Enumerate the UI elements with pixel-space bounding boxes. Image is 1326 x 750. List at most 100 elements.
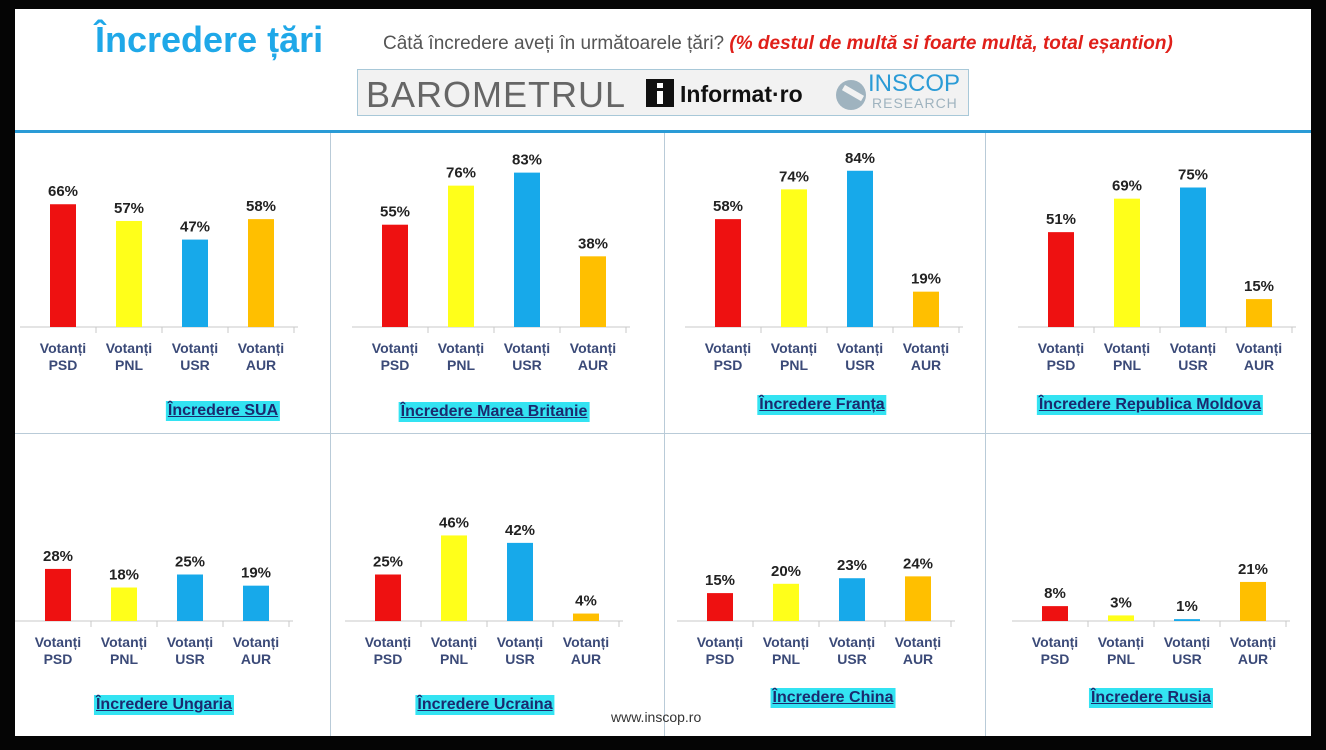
category-label: Votanți bbox=[837, 340, 883, 356]
bar bbox=[45, 568, 71, 621]
category-label: PSD bbox=[49, 357, 78, 373]
data-label: 51% bbox=[1046, 211, 1076, 228]
chart-title: Încredere Republica Moldova bbox=[1036, 395, 1264, 415]
category-label: AUR bbox=[241, 651, 271, 667]
category-label: Votanți bbox=[497, 634, 543, 650]
category-label: Votanți bbox=[106, 340, 152, 356]
data-label: 18% bbox=[109, 567, 139, 584]
column-divider bbox=[664, 133, 665, 736]
bar bbox=[1174, 619, 1200, 621]
category-label: PNL bbox=[772, 651, 800, 667]
bar bbox=[375, 574, 401, 621]
chart-title: Încredere Rusia bbox=[1088, 688, 1214, 708]
bar bbox=[913, 291, 939, 327]
category-label: Votanți bbox=[570, 340, 616, 356]
category-label: PNL bbox=[1113, 357, 1141, 373]
category-label: Votanți bbox=[1164, 634, 1210, 650]
bar bbox=[382, 224, 408, 327]
data-label: 15% bbox=[1244, 278, 1274, 295]
data-label: 15% bbox=[705, 572, 735, 589]
bar bbox=[580, 256, 606, 327]
column-divider bbox=[330, 133, 331, 736]
category-label: AUR bbox=[571, 651, 601, 667]
column-divider bbox=[985, 133, 986, 736]
bar bbox=[448, 185, 474, 327]
category-label: PNL bbox=[1107, 651, 1135, 667]
data-label: 24% bbox=[903, 555, 933, 572]
category-label: Votanți bbox=[563, 634, 609, 650]
data-label: 83% bbox=[512, 152, 542, 169]
category-label: USR bbox=[175, 651, 205, 667]
category-label: Votanți bbox=[35, 634, 81, 650]
category-label: Votanți bbox=[771, 340, 817, 356]
bar bbox=[243, 585, 269, 621]
chart-title: Încredere Ungaria bbox=[93, 695, 235, 715]
data-label: 1% bbox=[1176, 598, 1198, 615]
category-label: Votanți bbox=[172, 340, 218, 356]
bar-chart-2: 55%VotanțiPSD76%VotanțiPNL83%VotanțiUSR3… bbox=[352, 152, 630, 373]
category-label: Votanți bbox=[1170, 340, 1216, 356]
bar bbox=[839, 578, 865, 621]
category-label: Votanți bbox=[829, 634, 875, 650]
category-label: Votanți bbox=[372, 340, 418, 356]
category-label: USR bbox=[1178, 357, 1208, 373]
category-label: Votanți bbox=[1236, 340, 1282, 356]
chart-title: Încredere China bbox=[770, 688, 896, 708]
category-label: Votanți bbox=[763, 634, 809, 650]
category-label: Votanți bbox=[903, 340, 949, 356]
bar-chart-8: 8%VotanțiPSD3%VotanțiPNL1%VotanțiUSR21%V… bbox=[1012, 561, 1290, 667]
data-label: 75% bbox=[1178, 167, 1208, 184]
chart-title: Încredere Marea Britanie bbox=[398, 402, 590, 422]
page-title: Încredere țări bbox=[95, 19, 324, 60]
category-label: PSD bbox=[374, 651, 403, 667]
bar bbox=[507, 542, 533, 621]
question-label: Câtă încredere aveți în următoarele țări… bbox=[383, 33, 725, 54]
bar bbox=[50, 204, 76, 327]
bar-chart-4: 51%VotanțiPSD69%VotanțiPNL75%VotanțiUSR1… bbox=[1018, 167, 1296, 373]
data-label: 25% bbox=[373, 554, 403, 571]
bar-chart-5: 28%VotanțiPSD18%VotanțiPNL25%VotanțiUSR1… bbox=[15, 548, 293, 667]
category-label: USR bbox=[505, 651, 535, 667]
category-label: PSD bbox=[706, 651, 735, 667]
question-note: (% destul de multă si foarte multă, tota… bbox=[729, 33, 1173, 54]
bar bbox=[573, 613, 599, 621]
bar bbox=[1180, 187, 1206, 327]
slide: Încredere țări Câtă încredere aveți în u… bbox=[15, 9, 1311, 736]
data-label: 23% bbox=[837, 557, 867, 574]
data-label: 8% bbox=[1044, 585, 1066, 602]
chart-title: Încredere Franța bbox=[757, 395, 887, 415]
category-label: AUR bbox=[1244, 357, 1274, 373]
data-label: 57% bbox=[114, 200, 144, 217]
informat-icon bbox=[646, 79, 674, 107]
inscop-icon bbox=[836, 80, 866, 110]
data-label: 28% bbox=[43, 548, 73, 565]
data-label: 55% bbox=[380, 204, 410, 221]
category-label: Votanți bbox=[1038, 340, 1084, 356]
category-label: Votanți bbox=[233, 634, 279, 650]
bar bbox=[182, 239, 208, 327]
bar bbox=[1114, 198, 1140, 327]
bar bbox=[847, 170, 873, 327]
category-label: Votanți bbox=[705, 340, 751, 356]
category-label: PSD bbox=[44, 651, 73, 667]
data-label: 42% bbox=[505, 522, 535, 539]
category-label: PNL bbox=[447, 357, 475, 373]
top-divider bbox=[15, 130, 1311, 133]
bar bbox=[715, 219, 741, 327]
category-label: USR bbox=[845, 357, 875, 373]
bar bbox=[1240, 581, 1266, 621]
category-label: Votanți bbox=[697, 634, 743, 650]
bar bbox=[177, 574, 203, 621]
category-label: AUR bbox=[903, 651, 933, 667]
bar bbox=[773, 583, 799, 621]
category-label: AUR bbox=[578, 357, 608, 373]
bar-chart-7: 15%VotanțiPSD20%VotanțiPNL23%VotanțiUSR2… bbox=[677, 555, 955, 667]
brand-bar: BAROMETRUL Informat·ro INSCOP RESEARCH bbox=[357, 69, 969, 116]
category-label: Votanți bbox=[1230, 634, 1276, 650]
category-label: Votanți bbox=[101, 634, 147, 650]
category-label: PSD bbox=[1041, 651, 1070, 667]
category-label: AUR bbox=[246, 357, 276, 373]
bar bbox=[441, 535, 467, 621]
category-label: Votanți bbox=[438, 340, 484, 356]
data-label: 76% bbox=[446, 165, 476, 182]
